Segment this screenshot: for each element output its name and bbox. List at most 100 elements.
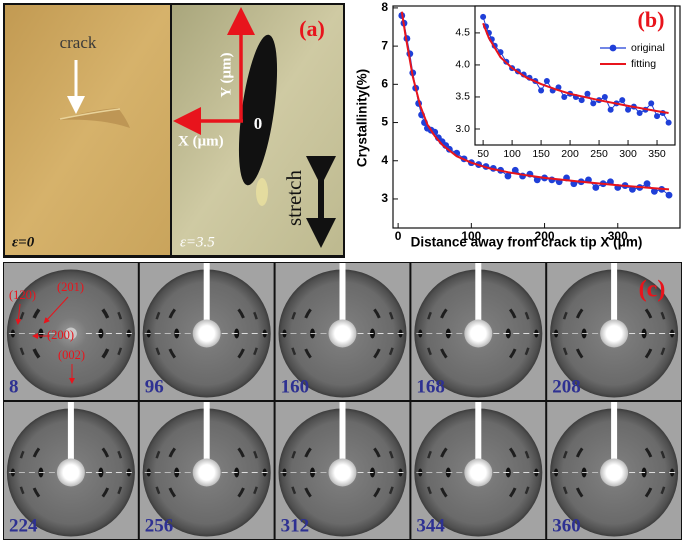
reflection-arc [101, 308, 110, 319]
beam-stop [475, 402, 482, 473]
reflection-arc [32, 348, 41, 359]
y-tick-label: 3 [381, 191, 388, 205]
reflection-arc [155, 450, 161, 459]
diffraction-pattern: 168 [411, 263, 546, 400]
reflection-label: (002) [58, 348, 85, 362]
reflection-arc [19, 347, 25, 356]
y-tick-label: 4.5 [455, 27, 470, 39]
legend-marker [609, 44, 617, 52]
beam-stop-disc [464, 319, 493, 348]
y-tick-label: 3.0 [455, 123, 470, 135]
data-point [619, 97, 626, 104]
crack-edge [59, 108, 121, 120]
beam-stop [203, 263, 210, 334]
distance-label: 224 [9, 515, 38, 536]
y-axis-label: Y (μm) [218, 52, 234, 97]
reflection-arc [155, 486, 161, 495]
data-point [480, 13, 487, 20]
reflection-arc [373, 487, 381, 498]
data-point [590, 100, 597, 107]
x-tick-label: 100 [461, 229, 481, 243]
data-point [629, 186, 636, 193]
reflection-arc [117, 450, 123, 459]
hole-highlight [256, 178, 268, 206]
annotation-arrow [15, 303, 22, 325]
crack-hole [238, 34, 278, 186]
data-point [543, 77, 550, 84]
beam-stop [203, 402, 210, 473]
reflection-arc [562, 486, 568, 495]
diffraction-pattern: 312 [275, 402, 410, 539]
fit-line [482, 22, 669, 114]
reflection-arc [168, 308, 177, 319]
panel-label: (c) [639, 277, 666, 303]
beam-stop-disc [600, 319, 629, 348]
beam-stop-disc [56, 458, 85, 487]
x-tick-label: 200 [561, 148, 579, 160]
x-axis-label: Distance away from crack tip X (μm) [411, 235, 643, 250]
beam-stop [475, 263, 482, 334]
x-axis-label: X (μm) [178, 133, 224, 149]
x-tick-label: 200 [535, 229, 555, 243]
data-point [665, 191, 673, 199]
reflection-arc [101, 447, 110, 458]
panel-label: (a) [299, 16, 325, 41]
reflection-arc [253, 311, 258, 320]
reflection-arc [427, 486, 432, 495]
reflection-arc [575, 308, 584, 319]
x-tick-label: 0 [395, 229, 402, 243]
reflection-arc [575, 487, 584, 498]
x-tick-label: 150 [532, 148, 550, 160]
data-point [578, 97, 585, 104]
crack-label: crack [60, 33, 97, 52]
beam-stop [339, 402, 346, 473]
reflection-arc [660, 311, 666, 320]
reflection-arc [508, 447, 517, 458]
distance-label: 168 [416, 376, 445, 397]
fit-line [400, 11, 670, 191]
diffraction-pattern: 256 [139, 402, 274, 539]
diffraction-pattern: 344 [411, 402, 546, 539]
reflection-arc [644, 447, 653, 458]
beam-stop-disc [328, 319, 357, 348]
reflection-arc [253, 347, 258, 356]
y-tick-label: 5 [381, 115, 388, 129]
reflection-arc [168, 487, 177, 498]
reflection-arc [427, 347, 432, 356]
strain-label: ε=0 [12, 234, 35, 250]
reflection-arc [168, 348, 177, 359]
reflection-arc [253, 450, 258, 459]
data-point [504, 172, 512, 180]
legend-label: fitting [631, 58, 656, 70]
data-point [561, 93, 568, 100]
reflection-arc [440, 348, 448, 359]
distance-label: 8 [9, 376, 19, 397]
distance-label: 160 [281, 376, 310, 397]
reflection-arc [304, 487, 312, 498]
reflection-arc [508, 487, 517, 498]
reflection-arc [155, 347, 161, 356]
y-tick-label: 6 [381, 77, 388, 91]
stretch-label: stretch [282, 170, 306, 226]
reflection-arc [660, 347, 666, 356]
reflection-arc [101, 348, 110, 359]
panel-c: 8 96 160 168 208 224 256 312 344 360 (120) (201) (20… [4, 263, 681, 539]
x-tick-label: 300 [608, 229, 628, 243]
data-point [650, 187, 658, 195]
reflection-arc [644, 348, 653, 359]
reflection-arc [524, 450, 530, 459]
strain-label: ε=3.5 [180, 234, 215, 250]
reflection-arc [575, 447, 584, 458]
beam-stop-disc [464, 458, 493, 487]
diffraction-pattern: 208 [547, 263, 681, 400]
y-tick-label: 7 [381, 38, 388, 52]
reflection-arc [388, 347, 394, 356]
panel-label: (b) [638, 7, 665, 32]
distance-label: 208 [552, 376, 581, 397]
photo-unstretched [5, 5, 170, 255]
reflection-arc [388, 450, 394, 459]
reflection-arc [32, 447, 41, 458]
reflection-arc [19, 486, 25, 495]
reflection-arc [304, 348, 312, 359]
reflection-arc [524, 347, 530, 356]
